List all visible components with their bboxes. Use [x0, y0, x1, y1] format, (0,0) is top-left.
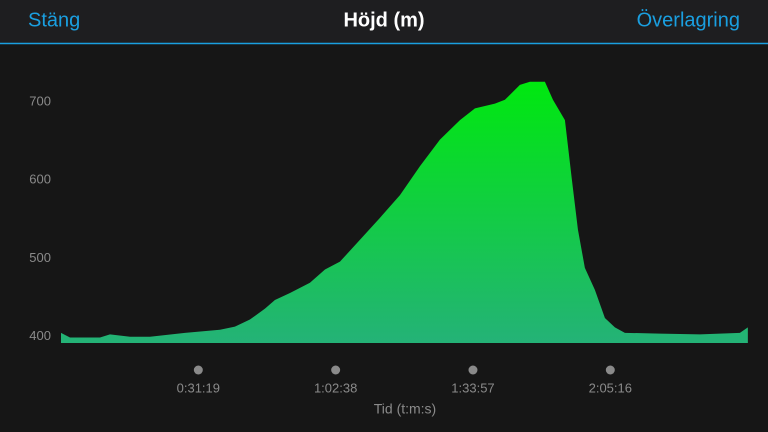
x-tick-dot — [468, 365, 478, 375]
x-axis-title: Tid (t:m:s) — [374, 401, 436, 417]
x-tick-label: 2:05:16 — [589, 380, 632, 395]
x-tick-label: 0:31:19 — [177, 380, 220, 395]
x-tick-dot — [605, 365, 615, 375]
header-bar — [0, 0, 768, 43]
header-title: Höjd (m) — [343, 9, 424, 31]
y-tick-label: 600 — [29, 172, 51, 187]
x-tick-dot — [331, 365, 341, 375]
y-tick-label: 400 — [29, 328, 51, 343]
overlay-button[interactable]: Överlagring — [637, 9, 740, 31]
close-button[interactable]: Stäng — [28, 9, 80, 31]
x-tick-label: 1:33:57 — [451, 380, 494, 395]
elevation-area — [61, 81, 748, 343]
y-tick-label: 500 — [29, 250, 51, 265]
x-tick-label: 1:02:38 — [314, 380, 357, 395]
y-tick-label: 700 — [29, 94, 51, 109]
x-tick-dot — [193, 365, 203, 375]
